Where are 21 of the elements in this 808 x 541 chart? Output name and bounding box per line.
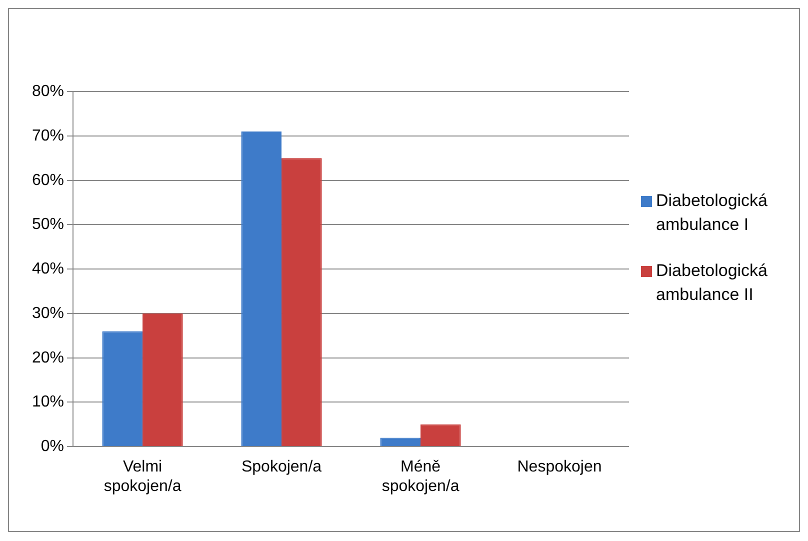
- bar: [420, 424, 461, 446]
- y-tick-label: 60%: [32, 172, 64, 189]
- bar: [241, 132, 282, 446]
- x-tick-label: Spokojen/a: [241, 458, 322, 476]
- bar: [282, 158, 322, 446]
- x-tick-label: Nespokojen: [517, 458, 602, 476]
- y-tick-label: 20%: [32, 349, 64, 366]
- x-tick-label: Méně spokojen/a: [382, 458, 460, 495]
- y-tick-label: 40%: [32, 260, 64, 278]
- x-tick-label: Velmi spokojen/a: [104, 458, 182, 495]
- y-tick-label: 30%: [32, 304, 64, 322]
- bar: [102, 331, 143, 446]
- bar: [380, 438, 421, 446]
- y-tick-label: 70%: [32, 127, 64, 144]
- y-tick-label: 10%: [32, 394, 64, 411]
- bar: [142, 313, 183, 446]
- legend-label: Diabetologická ambulance II: [656, 260, 769, 306]
- y-tick-label: 50%: [32, 216, 64, 234]
- legend-label: Diabetologická ambulance I: [656, 190, 769, 236]
- y-tick-label: 0%: [40, 438, 64, 456]
- y-tick-label: 80%: [32, 83, 64, 100]
